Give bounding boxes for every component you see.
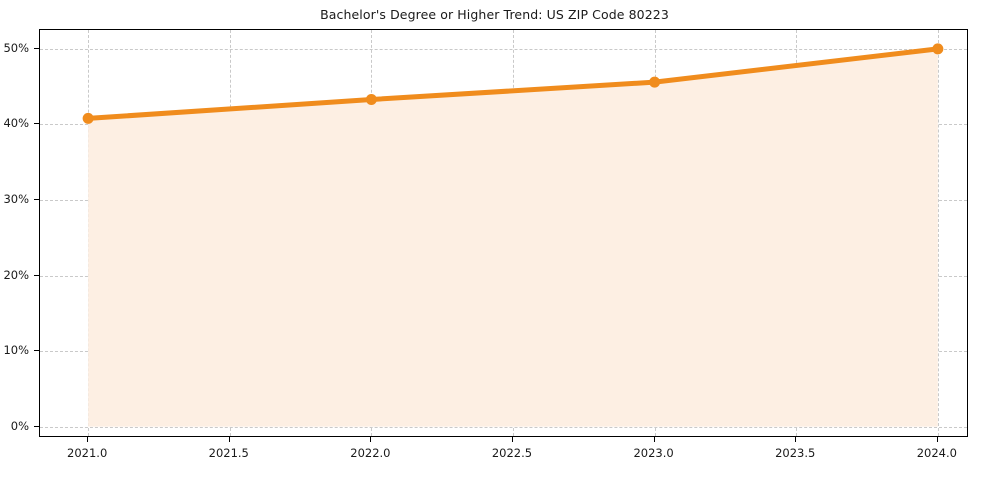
y-axis-tick-label: 20% xyxy=(3,267,29,282)
y-axis-tick-mark xyxy=(34,425,39,427)
data-point-marker xyxy=(82,112,94,124)
data-point-markers xyxy=(82,43,944,124)
y-axis-tick-mark xyxy=(34,123,39,125)
x-axis-tick-label: 2021.5 xyxy=(208,446,249,460)
x-axis-tick-label: 2021.0 xyxy=(67,446,108,460)
area-fill xyxy=(88,48,938,427)
x-axis-tick-mark xyxy=(87,437,89,442)
x-axis-tick-label: 2022.5 xyxy=(491,446,533,460)
y-axis-tick-label: 40% xyxy=(3,116,29,131)
chart-title: Bachelor's Degree or Higher Trend: US ZI… xyxy=(320,7,669,22)
y-axis-tick-label: 0% xyxy=(10,418,29,433)
x-axis-tick-mark xyxy=(936,437,938,442)
x-axis-tick-mark xyxy=(653,437,655,442)
y-axis-tick-label: 10% xyxy=(3,343,29,358)
y-axis-tick-mark xyxy=(34,350,39,352)
gridline-vertical xyxy=(937,30,939,436)
x-axis-tick-label: 2023.0 xyxy=(633,446,674,460)
plot-area xyxy=(39,29,968,437)
data-point-marker xyxy=(649,76,661,88)
y-axis-tick-label: 30% xyxy=(3,192,29,206)
gridline-horizontal xyxy=(40,426,967,428)
y-axis-tick-labels: 0% 10% 20% 30% 40% 50% xyxy=(0,0,29,490)
gridline-horizontal xyxy=(40,48,967,50)
y-axis-tick-label: 50% xyxy=(3,40,29,55)
y-axis-tick-mark xyxy=(34,274,39,276)
data-point-marker xyxy=(932,43,944,55)
x-axis-tick-mark xyxy=(228,437,230,442)
x-axis-tick-mark xyxy=(511,437,513,442)
x-axis-tick-label: 2022.0 xyxy=(350,446,391,460)
data-point-marker xyxy=(365,94,377,106)
x-axis-tick-label: 2023.5 xyxy=(775,446,816,460)
trend-line xyxy=(85,46,941,121)
series-line-chart xyxy=(82,43,944,427)
y-axis-tick-mark xyxy=(34,47,39,49)
x-axis-tick-mark xyxy=(370,437,372,442)
y-axis-tick-mark xyxy=(34,199,39,200)
x-axis-tick-label: 2024.0 xyxy=(916,446,957,460)
x-axis-tick-mark xyxy=(795,437,797,442)
